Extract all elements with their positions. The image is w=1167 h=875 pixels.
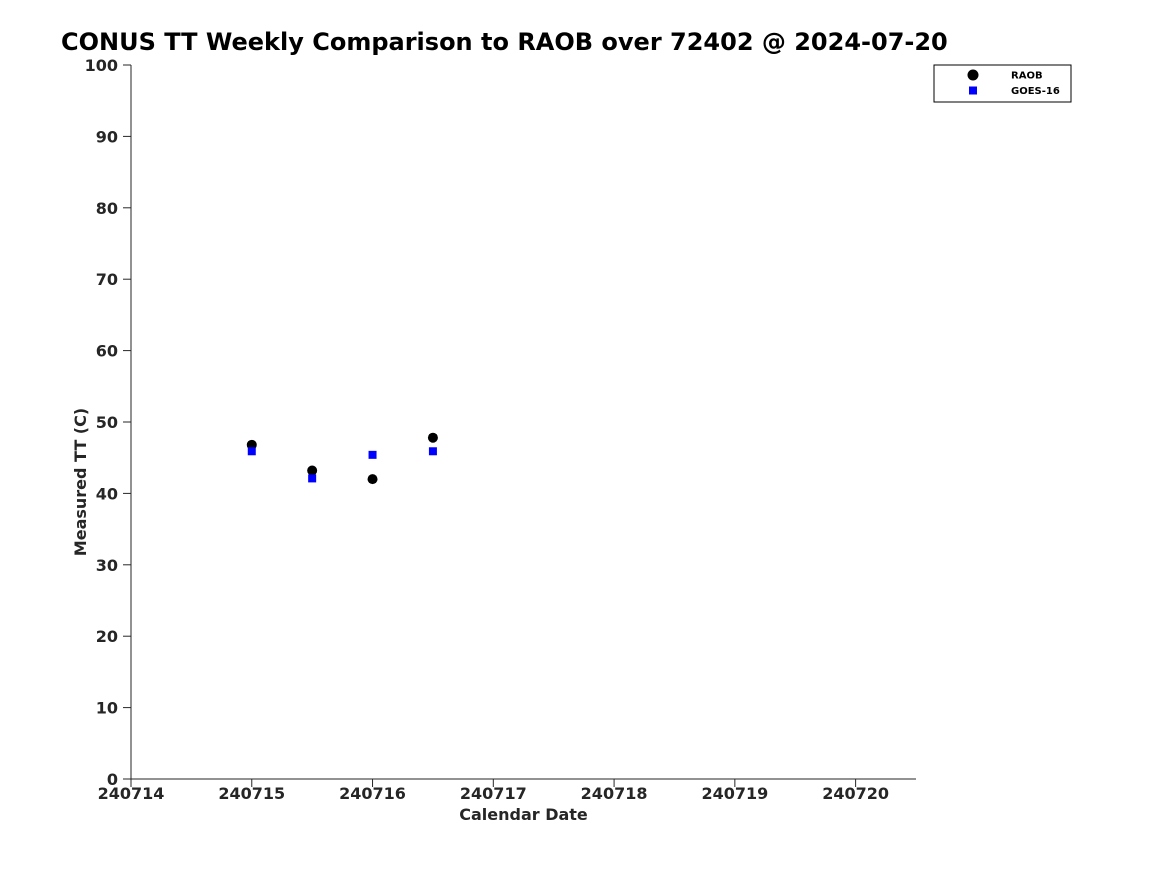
x-tick-label: 240719 (701, 784, 768, 803)
raob-point (367, 474, 378, 485)
goes-16-point (368, 450, 377, 459)
y-axis-label: Measured TT (C) (71, 408, 90, 556)
y-tick-label: 40 (96, 484, 118, 503)
y-tick-label: 20 (96, 627, 118, 646)
y-tick-label: 30 (96, 556, 118, 575)
y-tick-label: 60 (96, 342, 118, 361)
x-tick-label: 240717 (460, 784, 527, 803)
data-points (246, 432, 438, 485)
x-axis-ticks: 240714 240715 240716 240717 240718 240719 2407… (98, 779, 889, 803)
y-tick-label: 0 (107, 770, 118, 789)
y-tick-label: 100 (85, 56, 118, 75)
x-axis-label: Calendar Date (459, 805, 588, 824)
axes (130, 65, 916, 780)
y-tick-label: 50 (96, 413, 118, 432)
y-tick-label: 80 (96, 199, 118, 218)
x-tick-label: 240720 (822, 784, 889, 803)
y-axis-ticks: 0 10 20 30 40 50 60 70 80 90 100 (85, 56, 131, 789)
legend-label: GOES-16 (1011, 86, 1060, 97)
y-tick-label: 90 (96, 127, 118, 146)
legend-box (933, 64, 1072, 103)
x-tick-label: 240715 (218, 784, 285, 803)
x-tick-label: 240714 (98, 784, 165, 803)
raob-point (427, 432, 438, 443)
goes-16-point (247, 447, 256, 456)
legend-marker-raob (967, 69, 979, 81)
goes-16-point (308, 474, 317, 483)
legend-marker-goes-16 (969, 86, 977, 95)
legend: RAOB GOES-16 (933, 64, 1072, 103)
x-tick-label: 240718 (581, 784, 648, 803)
x-tick-label: 240716 (339, 784, 406, 803)
y-tick-label: 10 (96, 699, 118, 718)
y-tick-label: 70 (96, 270, 118, 289)
legend-label: RAOB (1011, 71, 1043, 82)
goes-16-point (428, 447, 437, 456)
chart-title: CONUS TT Weekly Comparison to RAOB over … (61, 28, 948, 56)
raob-point (307, 465, 318, 476)
